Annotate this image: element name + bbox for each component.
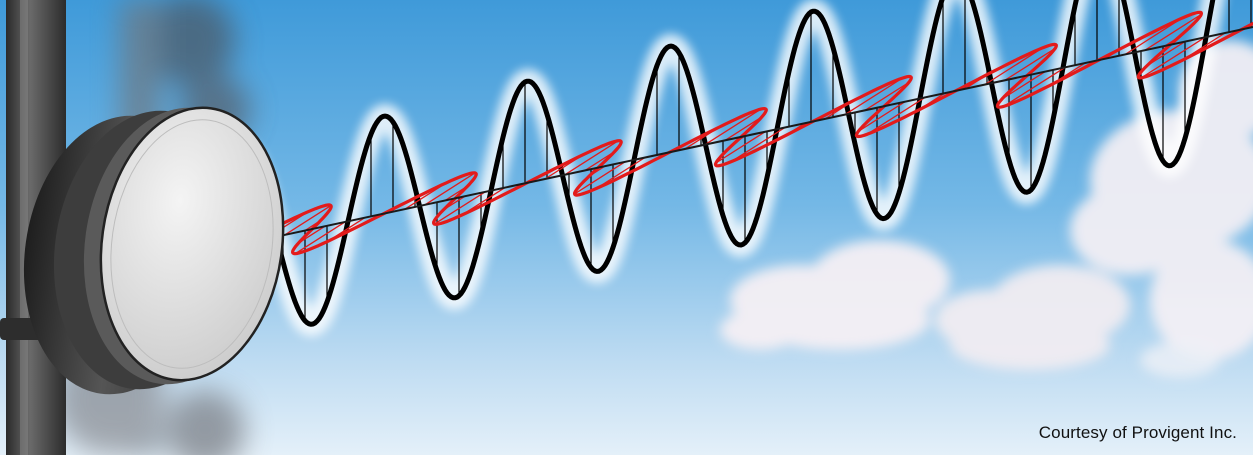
horizontal-wave-hatch [864, 81, 910, 111]
horizontal-wave-hatch [715, 131, 766, 164]
antenna-icon [23, 106, 285, 395]
horizontal-wave-hatch [844, 77, 903, 116]
propagation-axis [204, 26, 1253, 253]
horizontal-wave-hatch [730, 126, 786, 163]
horizontal-wave-hatch [857, 101, 906, 132]
vertical-polarized-wave [202, 0, 1252, 327]
horizontal-wave-hatch [724, 116, 763, 141]
horizontal-wave-hatch [1004, 47, 1056, 81]
horizontal-wave-hatch [866, 96, 926, 135]
horizontal-wave-hatch [434, 191, 486, 225]
horizontal-wave-hatch [1001, 71, 1046, 100]
horizontal-wave-hatch [704, 108, 762, 146]
horizontal-wave-hatch [1003, 66, 1066, 107]
horizontal-wave-hatch [294, 221, 346, 255]
horizontal-wave-hatch [1140, 36, 1206, 79]
horizontal-polarized-wave [150, 10, 1253, 285]
horizontal-wave-hatch [574, 161, 626, 195]
horizontal-wave-hatch [564, 140, 619, 176]
horizontal-wave-hatch [984, 47, 1044, 86]
horizontal-wave-hatch [1144, 13, 1202, 51]
credit-text: Courtesy of Provigent Inc. [1038, 423, 1237, 442]
horizontal-wave-hatch [424, 172, 476, 206]
horizontal-wave-hatch [284, 205, 332, 236]
